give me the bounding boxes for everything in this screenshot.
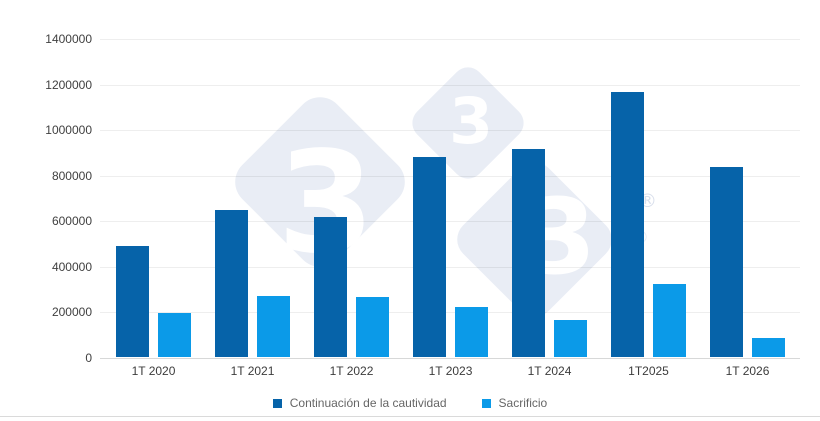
y-gridline [100,312,800,313]
legend-item-sacrificio: Sacrificio [481,396,548,410]
bar-sacrificio-1t-2022 [356,296,389,357]
bar-continuacion-1t-2020 [116,245,149,357]
bar-group-1t-2022 [302,39,401,357]
x-axis-tick-label: 1T 2024 [527,364,572,378]
x-axis-tick-label: 1T 2021 [230,364,275,378]
y-gridline [100,130,800,131]
bar-sacrificio-1t-2020 [158,313,191,357]
legend-swatch-continuacion [272,398,282,408]
y-gridline [100,266,800,268]
bar-group-1t2025 [599,39,698,357]
y-gridline [100,221,800,222]
bar-sacrificio-1t-2026 [752,337,785,357]
bar-continuacion-1t-2022 [314,216,347,357]
bar-continuacion-1t2025 [611,91,644,357]
y-axis-tick-label: 1000000 [45,123,92,137]
legend-label-continuacion: Continuación de la cautividad [289,396,447,410]
x-axis-line [100,357,800,359]
y-axis-tick-label: 1200000 [45,77,92,92]
legend-swatch-sacrificio [481,398,491,408]
y-axis-tick-label: 400000 [51,259,92,274]
bar-group-1t-2020 [104,39,203,357]
y-gridline [100,84,800,86]
bar-continuacion-1t-2026 [710,166,743,357]
y-gridline [100,39,800,40]
bar-sacrificio-1t-2023 [455,306,488,357]
bar-group-1t-2026 [698,39,797,357]
watermark-3-glyph-small: 3 [449,85,493,158]
y-axis-tick-label: 1400000 [45,32,92,46]
x-axis-tick-label: 1T 2026 [725,364,770,378]
bar-sacrificio-1t2025 [653,283,686,357]
bar-sacrificio-1t-2024 [554,320,587,357]
x-axis-tick-label: 1T 2022 [329,364,374,378]
y-axis-tick-label: 800000 [51,168,92,183]
legend-item-continuacion: Continuación de la cautividad [272,396,447,410]
bar-group-1t-2024 [500,39,599,357]
bar-continuacion-1t-2024 [512,148,545,357]
y-axis-tick-label: 0 [85,350,92,365]
y-axis-tick-label: 200000 [51,305,92,319]
x-axis-tick-label: 1T2025 [628,364,669,378]
bar-sacrificio-1t-2021 [257,296,290,357]
y-axis-tick-label: 600000 [51,214,92,228]
bar-continuacion-1t-2023 [413,157,446,357]
x-axis-tick-label: 1T 2023 [428,364,473,378]
bottom-divider [0,416,820,417]
x-axis-tick-label: 1T 2020 [131,364,176,378]
bar-group-1t-2021 [203,39,302,357]
y-gridline [100,175,800,177]
bar-continuacion-1t-2021 [215,210,248,357]
bar-group-1t-2023 [401,39,500,357]
legend: Continuación de la cautividad Sacrificio [0,395,820,411]
legend-label-sacrificio: Sacrificio [498,396,548,410]
